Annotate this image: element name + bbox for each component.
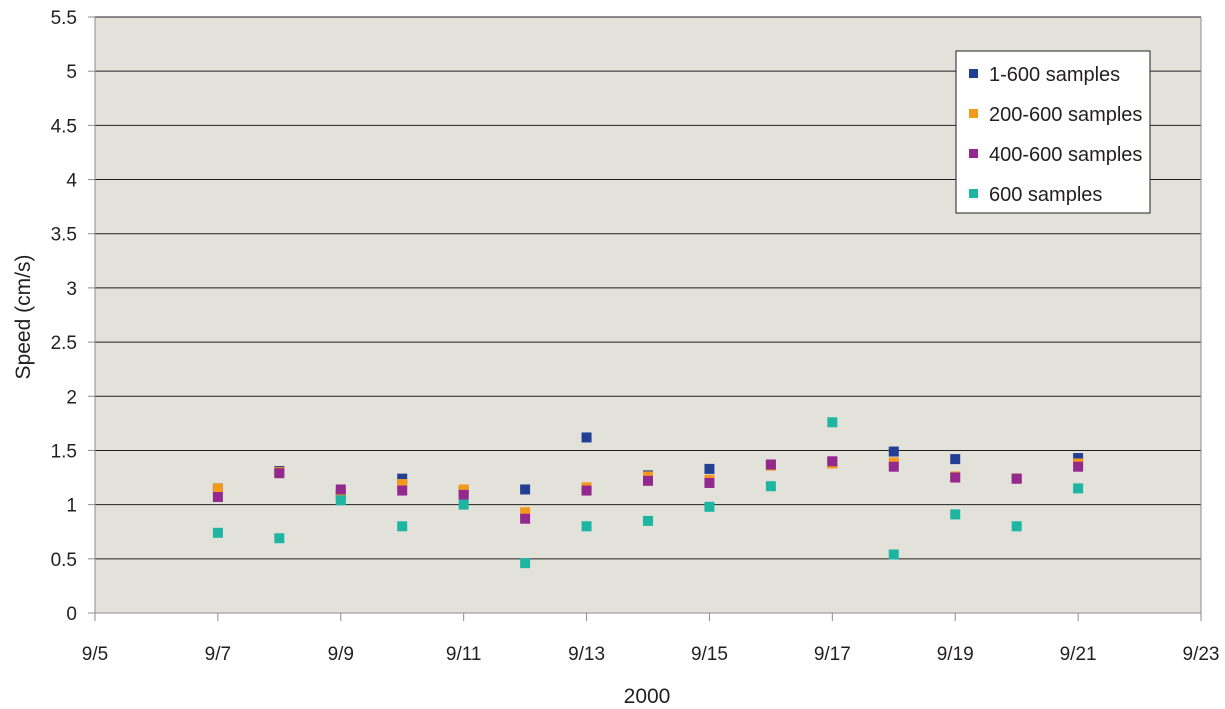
data-point <box>520 484 531 495</box>
data-point <box>704 501 715 512</box>
data-point <box>765 481 776 492</box>
y-tick-label: 0 <box>66 604 77 625</box>
x-axis-title: 2000 <box>624 685 671 708</box>
x-tick-label: 9/23 <box>1183 644 1220 665</box>
data-point <box>888 461 899 472</box>
data-point <box>581 432 592 443</box>
x-tick-label: 9/7 <box>205 644 231 665</box>
y-axis-title: Speed (cm/s) <box>12 255 35 380</box>
legend-label: 200-600 samples <box>989 104 1142 126</box>
data-point <box>950 509 961 520</box>
x-tick-label: 9/9 <box>328 644 354 665</box>
data-point <box>397 485 408 496</box>
y-tick-label: 5 <box>66 62 77 83</box>
x-tick-label: 9/21 <box>1060 644 1097 665</box>
x-tick-label: 9/19 <box>937 644 974 665</box>
data-point <box>1073 461 1084 472</box>
legend-swatch <box>969 69 978 78</box>
data-point <box>1011 473 1022 484</box>
data-point <box>643 475 653 486</box>
data-point <box>1011 521 1022 532</box>
y-tick-label: 0.5 <box>51 550 77 571</box>
data-point <box>950 472 961 483</box>
y-tick-label: 3.5 <box>51 225 77 246</box>
data-point <box>1073 483 1084 494</box>
data-point <box>212 492 223 503</box>
data-point <box>335 484 346 495</box>
y-tick-label: 5.5 <box>51 8 77 29</box>
data-point <box>212 527 223 538</box>
axes <box>94 17 1202 621</box>
data-point <box>643 515 653 526</box>
data-point <box>274 533 285 544</box>
x-tick-labels: 9/5 9/7 9/9 9/11 9/13 9/15 9/17 9/19 9/21 9/23 <box>82 644 1220 665</box>
data-point <box>704 463 715 474</box>
data-point <box>950 454 961 465</box>
x-tick-label: 9/17 <box>814 644 851 665</box>
x-tick-label: 9/11 <box>446 644 482 665</box>
data-point <box>520 513 531 524</box>
x-tick-label: 9/15 <box>691 644 728 665</box>
y-tick-label: 4.5 <box>51 116 77 137</box>
legend-swatch <box>969 149 978 158</box>
data-point <box>888 446 899 457</box>
data-point <box>520 507 531 518</box>
data-point <box>888 549 899 560</box>
x-tick-label: 9/5 <box>82 644 108 665</box>
y-tick-label: 2 <box>66 387 77 408</box>
legend-label: 600 samples <box>989 184 1102 206</box>
data-point <box>827 417 838 428</box>
data-point <box>458 484 469 495</box>
legend-label: 1-600 samples <box>989 64 1120 86</box>
series-4 <box>212 417 1084 569</box>
data-point <box>335 495 346 506</box>
data-point <box>397 479 408 490</box>
legend-swatch <box>969 109 978 118</box>
series-3 <box>212 456 1084 524</box>
data-points <box>212 417 1084 569</box>
y-tick-label: 3 <box>66 279 77 300</box>
legend-label: 400-600 samples <box>989 144 1142 166</box>
data-point <box>458 489 469 500</box>
data-point <box>397 521 408 532</box>
data-point <box>274 468 285 479</box>
y-tick-labels: 0 0.5 1 1.5 2 2.5 3 3.5 4 4.5 5 5.5 <box>51 8 78 625</box>
y-tick-label: 2.5 <box>51 333 77 354</box>
y-tick-label: 4 <box>66 171 77 192</box>
legend: 1-600 samples 200-600 samples 400-600 samp… <box>955 50 1151 214</box>
data-point <box>212 483 223 494</box>
data-point <box>520 558 531 569</box>
data-point <box>765 459 776 470</box>
y-tick-label: 1.5 <box>51 441 77 462</box>
y-tick-label: 1 <box>66 496 77 517</box>
data-point <box>581 521 592 532</box>
data-point <box>827 456 838 467</box>
data-point <box>704 477 715 488</box>
data-point <box>397 473 408 484</box>
data-point <box>581 485 592 496</box>
data-point <box>458 499 469 510</box>
legend-box <box>955 50 1151 214</box>
data-point <box>1073 453 1084 464</box>
legend-swatch <box>969 189 978 198</box>
x-tick-label: 9/13 <box>568 644 605 665</box>
